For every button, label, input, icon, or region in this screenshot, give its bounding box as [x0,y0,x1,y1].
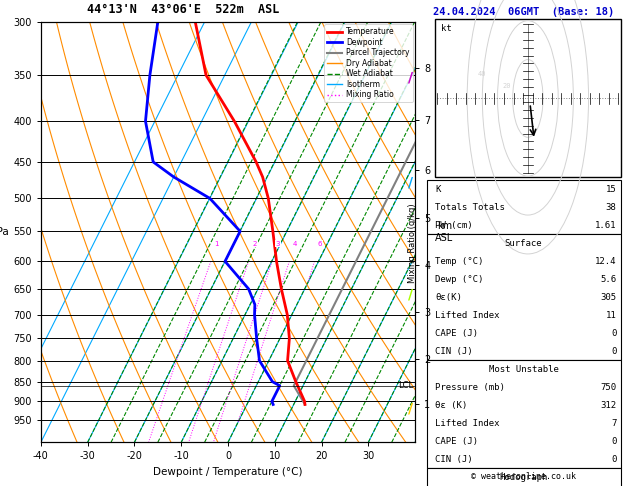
Text: Hodograph: Hodograph [499,473,548,482]
Text: 11: 11 [606,311,616,320]
X-axis label: Dewpoint / Temperature (°C): Dewpoint / Temperature (°C) [153,467,303,477]
Bar [426,180,621,234]
Text: CIN (J): CIN (J) [435,347,473,356]
Text: 2: 2 [252,241,257,246]
Text: CAPE (J): CAPE (J) [435,437,478,446]
Text: Most Unstable: Most Unstable [489,365,559,374]
Text: 1: 1 [214,241,219,246]
Text: 24.04.2024  06GMT  (Base: 18): 24.04.2024 06GMT (Base: 18) [433,7,615,17]
Text: /: / [408,401,413,415]
Text: 305: 305 [600,293,616,302]
Legend: Temperature, Dewpoint, Parcel Trajectory, Dry Adiabat, Wet Adiabat, Isotherm, Mi: Temperature, Dewpoint, Parcel Trajectory… [324,24,413,103]
Text: 6: 6 [318,241,322,246]
Text: Lifted Index: Lifted Index [435,311,499,320]
Text: CAPE (J): CAPE (J) [435,329,478,338]
Text: 1.61: 1.61 [595,221,616,230]
Text: 20: 20 [503,83,511,89]
Text: 0: 0 [611,347,616,356]
Bar [426,468,621,486]
Text: 0: 0 [611,329,616,338]
Y-axis label: km
ASL: km ASL [435,221,454,243]
Text: Temp (°C): Temp (°C) [435,257,484,266]
Text: Dewp (°C): Dewp (°C) [435,275,484,284]
Text: 0: 0 [611,437,616,446]
Text: Lifted Index: Lifted Index [435,419,499,428]
Text: 7: 7 [611,419,616,428]
Text: 15: 15 [606,185,616,194]
Text: 38: 38 [606,203,616,212]
Text: 3: 3 [276,241,280,246]
Text: 5.6: 5.6 [600,275,616,284]
Text: Totals Totals: Totals Totals [435,203,505,212]
Text: 0: 0 [611,455,616,464]
Text: 4: 4 [293,241,298,246]
Bar [435,19,621,177]
Text: 12.4: 12.4 [595,257,616,266]
Text: /: / [408,287,413,301]
Text: 40: 40 [477,71,486,77]
Text: kt: kt [442,24,452,34]
Text: CIN (J): CIN (J) [435,455,473,464]
Text: θε (K): θε (K) [435,401,467,410]
Bar [426,234,621,360]
Text: PW (cm): PW (cm) [435,221,473,230]
Text: K: K [435,185,440,194]
Text: θε(K): θε(K) [435,293,462,302]
Text: © weatheronline.co.uk: © weatheronline.co.uk [471,472,576,481]
Text: Pressure (mb): Pressure (mb) [435,383,505,392]
Text: 44°13'N  43°06'E  522m  ASL: 44°13'N 43°06'E 522m ASL [87,2,279,16]
Text: /: / [408,175,413,189]
Text: 312: 312 [600,401,616,410]
Text: LCL: LCL [399,381,414,390]
Bar [426,360,621,468]
Text: Surface: Surface [505,239,542,248]
Text: /: / [408,71,413,85]
Y-axis label: hPa: hPa [0,227,9,237]
Text: 750: 750 [600,383,616,392]
Text: Mixing Ratio (g/kg): Mixing Ratio (g/kg) [408,203,417,283]
